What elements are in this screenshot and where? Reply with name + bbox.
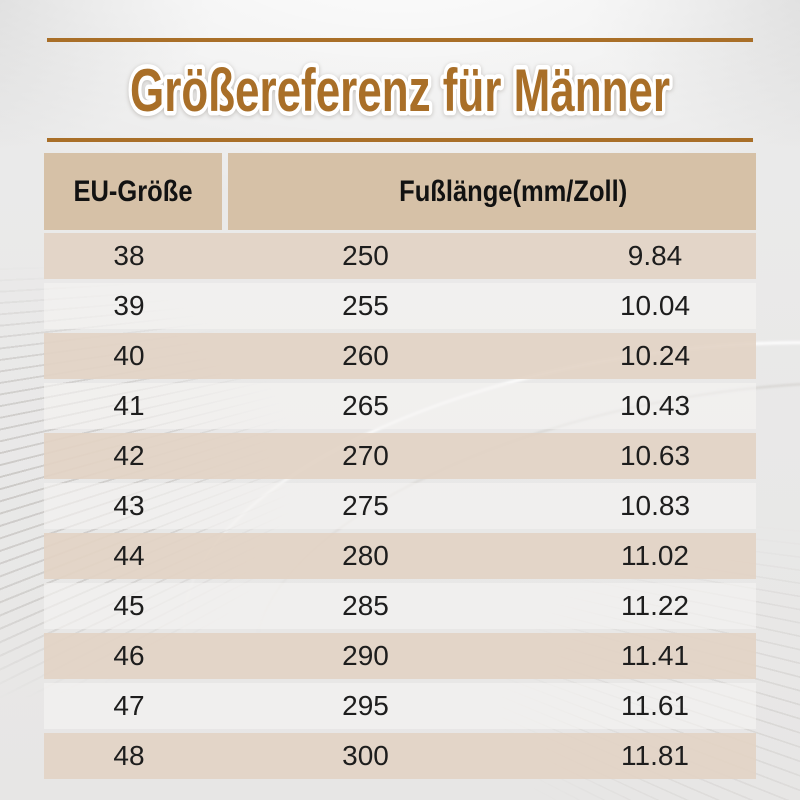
table-body: 38 250 9.84 39 255 10.04 40 260 10.24 41 265 10.43 4… (44, 233, 756, 779)
title-underline-rule (47, 138, 753, 142)
table-row: 43 275 10.83 (44, 483, 756, 529)
cell-foot-length-zoll: 10.24 (619, 340, 691, 371)
table-header-row: EU-Größe Fußlänge(mm/Zoll) (44, 153, 756, 230)
cell-foot-length-zoll: 10.04 (619, 290, 691, 321)
table-row: 46 290 11.41 (44, 633, 756, 679)
cell-eu-size: 39 (113, 290, 145, 321)
table-row: 42 270 10.63 (44, 433, 756, 479)
size-table: EU-Größe Fußlänge(mm/Zoll) 38 250 9.84 39 25… (44, 153, 756, 783)
cell-eu-size: 48 (113, 740, 145, 771)
cell-eu-size: 41 (113, 390, 145, 421)
cell-eu-size: 44 (113, 540, 145, 571)
cell-foot-length-mm: 265 (342, 390, 389, 421)
header-label-foot-length: Fußlänge(mm/Zoll) (398, 174, 628, 208)
page-title: Größereferenz für Männer (126, 53, 675, 129)
cell-foot-length-mm: 290 (342, 640, 389, 671)
cell-eu-size: 47 (113, 690, 145, 721)
table-row: 41 265 10.43 (44, 383, 756, 429)
cell-foot-length-mm: 255 (342, 290, 389, 321)
cell-foot-length-mm: 275 (342, 490, 389, 521)
cell-foot-length-mm: 300 (342, 740, 389, 771)
cell-foot-length-mm: 270 (342, 440, 389, 471)
cell-eu-size: 46 (113, 640, 145, 671)
cell-eu-size: 43 (113, 490, 145, 521)
cell-foot-length-zoll: 10.43 (619, 390, 691, 421)
header-cell-foot-length: Fußlänge(mm/Zoll) (228, 153, 756, 230)
header-label-eu-size: EU-Größe (73, 174, 193, 208)
table-row: 44 280 11.02 (44, 533, 756, 579)
cell-foot-length-mm: 280 (342, 540, 389, 571)
cell-foot-length-mm: 250 (342, 240, 389, 271)
table-row: 40 260 10.24 (44, 333, 756, 379)
cell-eu-size: 45 (113, 590, 145, 621)
cell-foot-length-zoll: 10.63 (619, 440, 691, 471)
table-row: 48 300 11.81 (44, 733, 756, 779)
table-row: 38 250 9.84 (44, 233, 756, 279)
cell-foot-length-mm: 260 (342, 340, 389, 371)
table-row: 39 255 10.04 (44, 283, 756, 329)
cell-foot-length-zoll: 11.22 (621, 590, 689, 621)
cell-foot-length-zoll: 11.81 (621, 740, 689, 771)
cell-foot-length-mm: 295 (342, 690, 389, 721)
cell-foot-length-zoll: 11.61 (621, 690, 689, 721)
cell-foot-length-mm: 285 (342, 590, 389, 621)
cell-foot-length-zoll: 11.02 (621, 540, 689, 571)
cell-eu-size: 42 (113, 440, 145, 471)
top-rule (47, 38, 753, 42)
cell-foot-length-zoll: 10.83 (619, 490, 691, 521)
cell-eu-size: 40 (113, 340, 145, 371)
table-row: 47 295 11.61 (44, 683, 756, 729)
page-title-text: Größereferenz für Männer (130, 57, 670, 124)
table-row: 45 285 11.22 (44, 583, 756, 629)
cell-eu-size: 38 (113, 240, 145, 271)
header-cell-eu-size: EU-Größe (44, 153, 222, 230)
cell-foot-length-zoll: 9.84 (627, 240, 683, 271)
cell-foot-length-zoll: 11.41 (621, 640, 689, 671)
